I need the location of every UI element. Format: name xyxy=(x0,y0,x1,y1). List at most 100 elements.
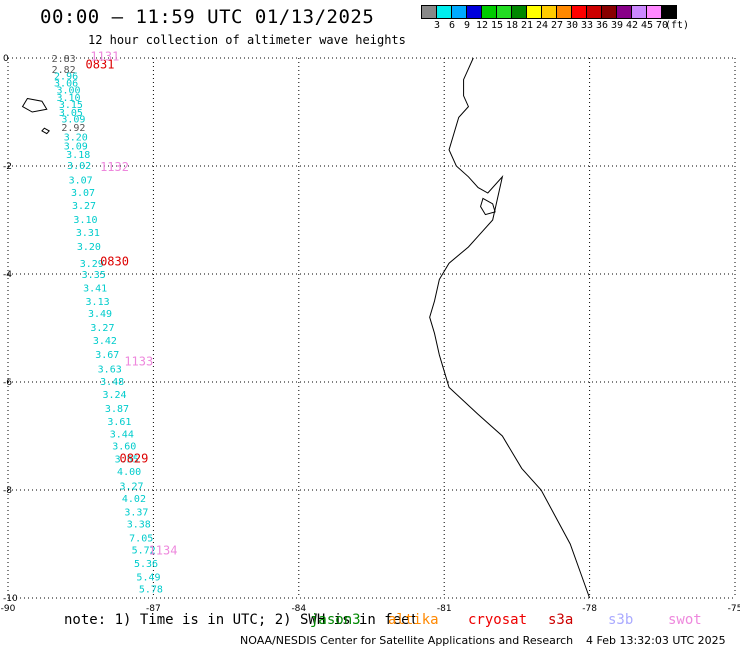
swh-reading: 3.29 xyxy=(80,259,104,270)
lat-tick-label: -8 xyxy=(3,486,12,496)
swh-reading: 5.72 xyxy=(132,545,156,556)
pass-time-label: 1134 xyxy=(149,543,178,557)
colorbar-label: 15 xyxy=(490,20,504,31)
swh-reading: 3.37 xyxy=(124,508,148,519)
legend-s3a: s3a xyxy=(548,612,574,628)
swh-reading: 3.13 xyxy=(86,297,110,308)
swh-reading: 3.24 xyxy=(103,390,127,401)
legend-jason3: jason3 xyxy=(310,612,361,628)
colorbar-labels: 3 6 9 12 15 18 21 24 27 30 33 36 39 42 45 70 (ft) xyxy=(422,20,740,34)
swh-reading: 3.27 xyxy=(119,482,143,493)
swh-reading: 3.20 xyxy=(64,132,88,143)
lon-tick-label: -75 xyxy=(728,604,740,614)
lon-tick-label: -87 xyxy=(146,604,161,614)
map-title: 00:00 – 11:59 UTC 01/13/2025 xyxy=(40,6,375,28)
swh-reading: 3.20 xyxy=(77,242,101,253)
colorbar-label: 30 xyxy=(565,20,579,31)
swh-reading: 3.60 xyxy=(112,442,136,453)
colorbar-label: 33 xyxy=(580,20,594,31)
swh-reading: 3.27 xyxy=(72,201,96,212)
pass-time-label: 1131 xyxy=(90,49,119,63)
lon-tick-label: -90 xyxy=(1,604,16,614)
colorbar-label: 24 xyxy=(535,20,549,31)
footer-timestamp: 4 Feb 13:32:03 UTC 2025 xyxy=(586,634,726,647)
swh-reading: 4.02 xyxy=(122,494,146,505)
swh-reading: 3.63 xyxy=(98,365,122,376)
wave-height-colorbar xyxy=(421,5,677,19)
swh-reading: 3.10 xyxy=(56,93,80,104)
colorbar-swatch xyxy=(661,5,677,19)
pass-time-label: 1132 xyxy=(100,160,129,174)
map-subtitle: 12 hour collection of altimeter wave hei… xyxy=(88,33,406,47)
pass-time-label: 1133 xyxy=(124,354,153,368)
lon-tick-label: -78 xyxy=(582,604,597,614)
legend-swot: swot xyxy=(668,612,702,628)
swh-reading: 3.05 xyxy=(59,108,83,119)
swh-reading: 3.35 xyxy=(82,270,106,281)
swh-reading: 2.92 xyxy=(61,123,85,134)
pass-time-label: 0830 xyxy=(100,255,129,269)
island xyxy=(41,127,50,135)
swh-reading: 2.96 xyxy=(54,71,78,82)
swh-reading: 2.83 xyxy=(52,54,76,65)
lon-tick-label: -84 xyxy=(291,604,306,614)
colorbar-label: 45 xyxy=(640,20,654,31)
legend-s3b: s3b xyxy=(608,612,634,628)
lat-tick-label: -10 xyxy=(3,594,18,604)
swh-reading: 3.44 xyxy=(110,429,134,440)
swh-reading: 3.55 xyxy=(115,455,139,466)
swh-reading: 3.07 xyxy=(71,188,95,199)
swh-reading: 3.42 xyxy=(93,336,117,347)
island xyxy=(21,97,48,113)
colorbar-label: 70 xyxy=(655,20,669,31)
swh-reading: 2.82 xyxy=(52,65,76,76)
island xyxy=(480,197,496,216)
legend-altika: altika xyxy=(388,612,439,628)
swh-reading: 3.09 xyxy=(61,114,85,125)
swh-reading: 5.36 xyxy=(134,559,158,570)
legend-cryosat: cryosat xyxy=(468,612,528,628)
note-text: note: 1) Time is in UTC; 2) SWH is in fe… xyxy=(64,612,419,628)
colorbar-label: 3 xyxy=(433,20,441,31)
lat-tick-label: -6 xyxy=(3,378,12,388)
colorbar-label: 27 xyxy=(550,20,564,31)
swh-reading: 5.49 xyxy=(136,572,160,583)
swh-reading: 3.15 xyxy=(59,100,83,111)
lat-tick-label: -4 xyxy=(3,270,12,280)
swh-reading: 3.10 xyxy=(73,215,97,226)
colorbar-label: 18 xyxy=(505,20,519,31)
colorbar-label: 12 xyxy=(475,20,489,31)
swh-reading: 3.00 xyxy=(56,85,80,96)
swh-reading: 3.49 xyxy=(88,309,112,320)
lat-tick-label: 0 xyxy=(3,54,9,64)
pass-time-label: 0829 xyxy=(119,452,148,466)
swh-reading: 3.02 xyxy=(67,161,91,172)
swh-reading: 3.61 xyxy=(107,417,131,428)
swh-reading: 3.41 xyxy=(83,284,107,295)
coastline xyxy=(429,57,591,599)
lat-tick-label: -2 xyxy=(3,162,12,172)
lon-tick-label: -81 xyxy=(437,604,452,614)
swh-reading: 3.38 xyxy=(127,519,151,530)
swh-reading: 3.06 xyxy=(54,78,78,89)
colorbar-label: 6 xyxy=(448,20,456,31)
colorbar-label: 39 xyxy=(610,20,624,31)
swh-reading: 3.31 xyxy=(76,228,100,239)
swh-reading: 3.07 xyxy=(69,176,93,187)
colorbar-label: 36 xyxy=(595,20,609,31)
colorbar-label: 21 xyxy=(520,20,534,31)
colorbar-label: (ft) xyxy=(664,20,690,31)
swh-reading: 3.87 xyxy=(105,404,129,415)
swh-reading: 3.09 xyxy=(64,141,88,152)
swh-reading: 3.27 xyxy=(90,323,114,334)
pass-time-label: 0831 xyxy=(86,57,115,71)
swh-reading: 3.67 xyxy=(95,350,119,361)
swh-reading: 3.48 xyxy=(100,377,124,388)
swh-reading: 4.00 xyxy=(117,467,141,478)
colorbar-label: 9 xyxy=(463,20,471,31)
colorbar-label: 42 xyxy=(625,20,639,31)
footer-credit: NOAA/NESDIS Center for Satellite Applica… xyxy=(240,634,574,647)
swh-reading: 7.05 xyxy=(129,534,153,545)
swh-reading: 3.18 xyxy=(66,150,90,161)
